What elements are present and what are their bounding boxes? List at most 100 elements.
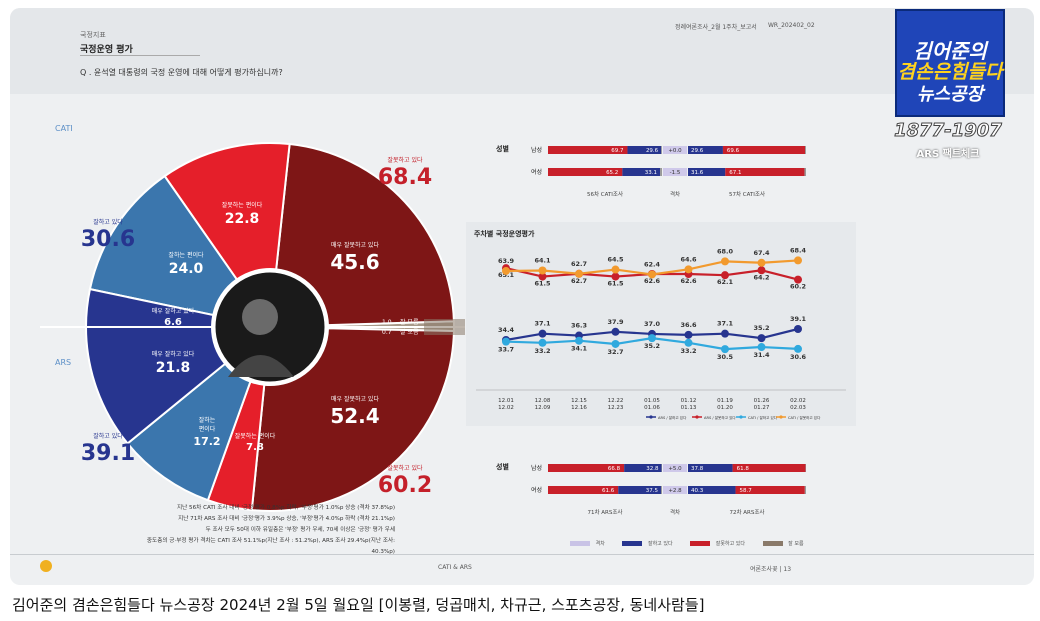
ars-positive-total-value: 39.1 (81, 441, 135, 466)
x-tick-label: 01.06 (644, 405, 660, 411)
bar-value: 37.5 (646, 488, 659, 494)
bar-positive (688, 146, 723, 154)
legend-label: 잘하고 있다 (647, 541, 673, 547)
bar-value: 29.6 (691, 148, 704, 154)
right-caption: 72차 ARS조사 (729, 508, 764, 516)
data-point (794, 344, 802, 353)
data-label: 36.3 (571, 322, 587, 330)
video-caption: 김어준의 겸손은힘들다 뉴스공장 2024년 2월 5일 월요일 [이봉렬, 덩… (12, 596, 705, 614)
data-label: 37.9 (607, 318, 624, 326)
footer-page: 여론조사꽃 | 13 (750, 566, 792, 573)
bar-value: 33.1 (645, 170, 657, 176)
diff-cell (663, 168, 687, 176)
donut-slice (206, 380, 266, 512)
x-tick-label: 12.02 (498, 405, 514, 411)
legend-dot (649, 415, 653, 419)
cati-good-label-value: 24.0 (169, 261, 204, 277)
bar-value: 31.6 (691, 170, 704, 176)
bar-positive (627, 146, 662, 154)
cati-positive-total-caption: 잘하고 있다 (93, 218, 123, 226)
x-tick-label: 12.23 (608, 405, 624, 411)
data-point (721, 257, 729, 266)
data-label: 34.4 (498, 326, 515, 334)
data-point (721, 345, 729, 354)
legend-label: CATI / 잘못하고 있다 (788, 415, 821, 420)
cati-very-bad-label-value: 45.6 (330, 250, 379, 274)
data-point (575, 336, 583, 345)
data-point (757, 258, 766, 267)
ars-good-caption: 잘하는 (199, 416, 216, 424)
page-title: 국정운영 평가 (80, 45, 133, 55)
cati-dont-know-value: 1.0 (382, 319, 392, 326)
data-point (721, 271, 729, 280)
badge-line3: 뉴스공장 (916, 84, 984, 105)
bar-positive (688, 464, 733, 472)
data-label: 67.4 (753, 249, 770, 257)
data-label: 68.0 (717, 247, 734, 255)
data-point (794, 256, 802, 265)
data-point (757, 334, 766, 343)
data-point (502, 266, 510, 275)
data-label: 64.2 (753, 273, 769, 281)
data-label: 35.2 (753, 324, 769, 332)
right-caption: 57차 CATI조사 (729, 190, 765, 198)
x-tick-label: 01.26 (754, 398, 770, 404)
data-point (611, 272, 620, 281)
bar-unknown (804, 168, 806, 176)
data-label: 31.4 (753, 351, 770, 359)
ars-negative-total-caption: 잘못하고 있다 (387, 464, 423, 472)
data-label: 34.1 (571, 345, 588, 353)
note-line: 중도층의 긍·부정 평가 격차는 CATI 조사 51.1%p(지난 조사 : … (146, 538, 395, 555)
data-label: 68.4 (790, 246, 807, 254)
data-label: 33.2 (534, 347, 550, 355)
legend-label: CATI / 잘하고 있다 (748, 415, 778, 420)
legend-swatch (762, 541, 783, 546)
legend-label: 격차 (595, 541, 605, 547)
diff-cell (663, 464, 687, 472)
data-label: 63.9 (498, 257, 515, 265)
ars-very-good-label-value: 21.8 (156, 360, 191, 376)
data-label: 32.7 (607, 348, 623, 356)
row-label: 남성 (531, 146, 542, 154)
data-label: 62.4 (644, 260, 661, 268)
x-tick-label: 02.03 (790, 405, 806, 411)
ars-good-value: 17.2 (193, 435, 220, 448)
x-tick-label: 12.08 (535, 398, 551, 404)
bar-unknown (805, 146, 806, 154)
badge-subtitle: ARS 팩트체크 (916, 149, 980, 160)
portrait-face (242, 299, 278, 335)
data-point (538, 266, 547, 275)
bar-value: 58.7 (740, 488, 753, 494)
data-point (757, 266, 766, 275)
row-label: 남성 (531, 464, 542, 472)
ars-positive-total-caption: 잘하고 있다 (93, 432, 123, 440)
diff-caption: 격차 (670, 508, 680, 516)
data-point (648, 334, 656, 343)
donut-slice (163, 142, 291, 281)
cati-very-good-label-value: 6.6 (164, 317, 182, 328)
title-divider (80, 55, 200, 56)
flower-logo (40, 560, 52, 572)
bar-value: 32.8 (646, 466, 659, 472)
data-point (648, 270, 656, 279)
bar-negative (735, 486, 805, 494)
data-point (611, 265, 620, 274)
data-label: 33.2 (680, 347, 696, 355)
bar-unknown (661, 146, 662, 154)
legend-dot (695, 415, 699, 419)
legend-label: ARS / 잘하고 있다 (658, 415, 687, 420)
data-label: 35.2 (644, 342, 660, 350)
x-tick-label: 12.22 (608, 398, 624, 404)
x-tick-label: 01.12 (681, 398, 697, 404)
x-tick-label: 01.13 (681, 405, 697, 411)
bar-positive (624, 464, 662, 472)
ars-bad-label-value: 7.8 (246, 442, 264, 453)
ars-dont-know-value: 0.7 (382, 329, 392, 336)
ars-negative-total-value: 60.2 (378, 473, 432, 498)
data-point (502, 337, 510, 346)
trend-panel (466, 222, 856, 426)
cati-label: CATI (55, 124, 73, 133)
data-point (757, 343, 766, 352)
bar-positive (618, 486, 661, 494)
legend-label: 잘 모름 (788, 541, 804, 547)
